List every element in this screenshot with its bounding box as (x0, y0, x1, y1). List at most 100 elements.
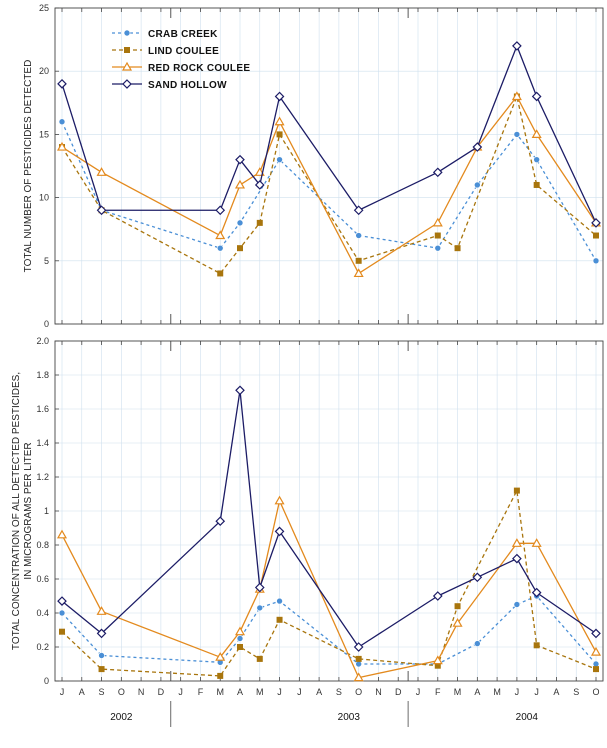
legend-marker-sand-hollow (122, 79, 132, 89)
month-label-21: A (474, 687, 480, 697)
month-label-6: J (178, 687, 183, 697)
top-ytick-label: 25 (39, 3, 49, 13)
bottom-ytick-label: 1 (44, 506, 49, 516)
month-label-27: O (592, 687, 599, 697)
legend-marker-lind-coulee (124, 47, 130, 53)
bottom-lind-coulee-point-8 (454, 603, 461, 610)
bottom-ytick-label: 0.4 (36, 608, 49, 618)
bottom-sand-hollow-point-2 (215, 516, 226, 527)
month-label-2: S (99, 687, 105, 697)
top-crab-creek-point-3 (236, 219, 244, 227)
legend-label-crab-creek: CRAB CREEK (148, 29, 218, 40)
bottom-series-line-sand-hollow (61, 389, 597, 648)
top-crab-creek-point-2 (216, 244, 224, 252)
top-ytick-label: 5 (44, 256, 49, 266)
month-label-26: S (573, 687, 579, 697)
bottom-red-rock-coulee-point-7 (432, 655, 443, 665)
month-label-13: A (316, 687, 322, 697)
top-sand-hollow-point-1 (96, 205, 107, 216)
top-series-line-lind-coulee (61, 95, 597, 275)
top-crab-creek-point-7 (474, 181, 481, 189)
month-label-7: F (198, 687, 204, 697)
bottom-ytick-label: 0.8 (36, 540, 49, 550)
bottom-lind-coulee-point-5 (276, 616, 283, 623)
bottom-ytick-label: 0.2 (36, 642, 49, 652)
bottom-ylabel-line-0: TOTAL CONCENTRATION OF ALL DETECTED PEST… (11, 372, 22, 650)
top-sand-hollow-point-4 (254, 180, 265, 190)
month-label-9: A (237, 687, 243, 697)
bottom-sand-hollow-point-9 (512, 553, 522, 564)
top-ytick-label: 20 (39, 66, 49, 76)
bottom-red-rock-coulee-point-1 (96, 606, 107, 615)
top-crab-creek-point-10 (592, 257, 600, 265)
bottom-sand-hollow-point-8 (472, 572, 483, 583)
top-ylabel: TOTAL NUMBER OF PESTICIDES DETECTED (23, 60, 34, 273)
bottom-crab-creek-point-8 (474, 640, 481, 647)
bottom-lind-coulee-point-7 (434, 662, 441, 669)
month-label-24: J (534, 687, 539, 697)
bottom-lind-coulee-point-4 (256, 655, 263, 662)
top-red-rock-coulee-point-6 (353, 268, 364, 278)
top-sand-hollow-point-9 (512, 41, 522, 51)
bottom-lind-coulee-point-1 (98, 666, 105, 673)
legend-label-red-rock-coulee: RED ROCK COULEE (148, 63, 250, 74)
legend-label-lind-coulee: LIND COULEE (148, 46, 219, 57)
legend: CRAB CREEK LIND COULEE RED ROCK COULEE SAND… (112, 29, 250, 91)
month-label-10: M (256, 687, 264, 697)
month-label-15: O (355, 687, 362, 697)
bottom-red-rock-coulee-point-9 (511, 538, 522, 547)
bottom-series-line-red-rock-coulee (61, 500, 597, 679)
top-lind-coulee-point-6 (355, 257, 362, 264)
bottom-lind-coulee-point-11 (593, 666, 599, 673)
bottom-sand-hollow-point-4 (254, 582, 265, 593)
top-lind-coulee-point-4 (256, 219, 263, 226)
top-ytick-label: 0 (44, 319, 49, 329)
top-crab-creek-point-4 (276, 156, 283, 163)
bottom-sand-hollow-point-7 (432, 591, 443, 601)
top-lind-coulee-point-10 (533, 181, 540, 188)
top-crab-creek-point-5 (355, 232, 362, 239)
month-label-3: O (118, 687, 125, 697)
bottom-red-rock-coulee-point-0 (56, 529, 68, 539)
month-label-23: J (515, 687, 520, 697)
month-label-19: F (435, 687, 441, 697)
bottom-crab-creek-point-9 (513, 601, 521, 608)
bottom-crab-creek-point-5 (276, 597, 283, 605)
bottom-sand-hollow-point-10 (531, 587, 542, 598)
top-lind-coulee-point-8 (454, 245, 461, 252)
top-red-rock-coulee-point-2 (215, 230, 226, 240)
top-frame (54, 7, 604, 325)
bottom-lind-coulee-point-3 (237, 644, 243, 650)
month-label-25: A (553, 687, 559, 697)
top-sand-hollow-point-5 (274, 91, 285, 102)
legend-label-sand-hollow: SAND HOLLOW (148, 80, 227, 91)
bottom-sand-hollow-point-11 (591, 628, 601, 639)
top-red-rock-coulee-point-1 (96, 167, 107, 176)
bottom-crab-creek-point-4 (256, 604, 264, 612)
top-red-rock-coulee-point-10 (531, 129, 542, 138)
top-sand-hollow-point-10 (531, 91, 542, 102)
bottom-ytick-label: 1.2 (36, 472, 49, 482)
bottom-ytick-label: 1.8 (36, 370, 49, 380)
bottom-red-rock-coulee-point-8 (452, 617, 463, 627)
bottom-red-rock-coulee-point-10 (531, 538, 542, 547)
top-lind-coulee-point-2 (217, 270, 224, 277)
top-sand-hollow-point-3 (235, 154, 245, 165)
year-label-2002: 2002 (110, 712, 133, 723)
top-crab-creek-point-6 (434, 244, 442, 252)
bottom-lind-coulee-point-10 (533, 642, 540, 649)
grid-layer (55, 7, 603, 682)
bottom-sand-hollow-point-0 (57, 596, 67, 606)
top-crab-creek-point-0 (58, 118, 66, 126)
legend-marker-red-rock-coulee (121, 61, 133, 71)
bottom-ylabel-line-1: IN MICROGRAMS PER LITER (23, 442, 34, 579)
top-sand-hollow-point-2 (215, 205, 226, 216)
top-lind-coulee-point-5 (276, 131, 283, 138)
bottom-red-rock-coulee-point-3 (234, 626, 246, 636)
month-label-18: J (416, 687, 421, 697)
year-label-2004: 2004 (516, 712, 539, 723)
month-label-8: M (216, 687, 224, 697)
bottom-sand-hollow-point-3 (235, 385, 245, 396)
